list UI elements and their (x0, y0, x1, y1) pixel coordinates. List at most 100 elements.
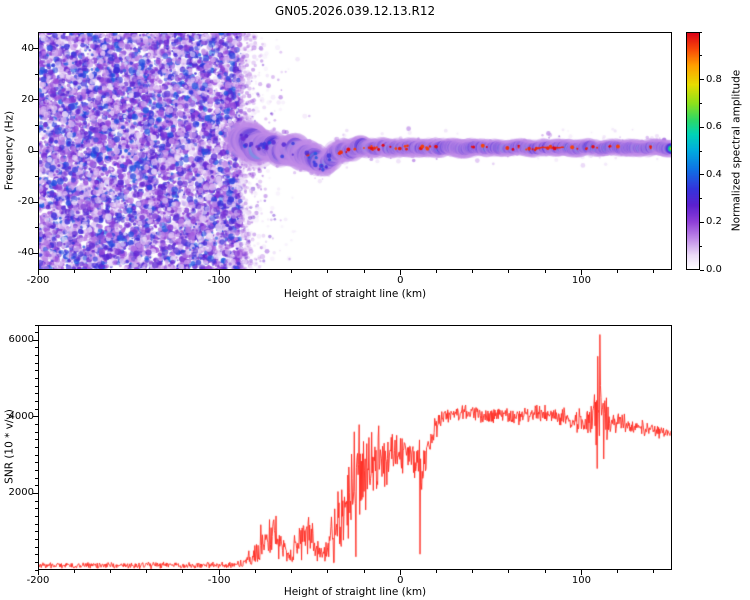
y-tick-mark (33, 201, 38, 203)
x-minor-tick-mark (544, 270, 546, 273)
x-minor-tick-mark (254, 270, 256, 273)
x-tick-label: -100 (207, 575, 231, 586)
x-minor-tick-mark (146, 270, 148, 273)
x-tick-label: 0 (397, 275, 404, 286)
x-minor-tick-mark (508, 570, 510, 573)
x-tick-label: 0 (397, 575, 404, 586)
colorbar-tick-mark (700, 79, 704, 81)
x-minor-tick-mark (472, 570, 474, 573)
colorbar-minor-tick-mark (700, 198, 702, 200)
x-minor-tick-mark (327, 270, 329, 273)
x-minor-tick-mark (508, 270, 510, 273)
y-minor-tick-mark (35, 378, 38, 380)
x-minor-tick-mark (617, 570, 619, 573)
snr-yaxis-label: SNR (10 * v/v) (3, 409, 16, 484)
colorbar-tick-label: 0.0 (706, 264, 722, 275)
y-minor-tick-mark (35, 393, 38, 395)
x-minor-tick-mark (146, 570, 148, 573)
y-minor-tick-mark (35, 324, 38, 326)
colorbar-minor-tick-mark (700, 150, 702, 152)
y-minor-tick-mark (35, 176, 38, 178)
y-minor-tick-mark (35, 554, 38, 556)
x-tick-label: -100 (207, 275, 231, 286)
x-minor-tick-mark (363, 270, 365, 273)
y-minor-tick-mark (35, 370, 38, 372)
y-minor-tick-mark (35, 477, 38, 479)
spectrogram-canvas (38, 32, 672, 270)
x-minor-tick-mark (254, 570, 256, 573)
x-minor-tick-mark (544, 570, 546, 573)
y-minor-tick-mark (35, 454, 38, 456)
y-tick-label: 0 (27, 145, 34, 156)
x-tick-mark (37, 570, 39, 575)
colorbar-tick-mark (700, 269, 704, 271)
y-minor-tick-mark (35, 523, 38, 525)
colorbar-tick-label: 0.2 (706, 216, 722, 228)
colorbar-minor-tick-mark (700, 102, 702, 104)
y-minor-tick-mark (35, 332, 38, 334)
y-tick-label: -20 (17, 196, 34, 208)
y-minor-tick-mark (35, 515, 38, 517)
y-minor-tick-mark (35, 431, 38, 433)
colorbar-tick-mark (700, 221, 704, 223)
y-minor-tick-mark (35, 447, 38, 448)
colorbar-tick-mark (700, 174, 704, 176)
x-minor-tick-mark (291, 270, 293, 273)
y-minor-tick-mark (35, 408, 38, 410)
y-minor-tick-mark (35, 439, 38, 441)
x-minor-tick-mark (327, 570, 329, 573)
y-minor-tick-mark (35, 227, 38, 229)
y-minor-tick-mark (35, 362, 38, 364)
y-minor-tick-mark (35, 385, 38, 387)
y-tick-mark (33, 492, 38, 494)
x-tick-mark (218, 570, 220, 575)
colorbar-canvas (686, 32, 700, 270)
colorbar-minor-tick-mark (700, 55, 702, 57)
x-minor-tick-mark (109, 570, 111, 573)
x-tick-mark (218, 270, 220, 275)
snr-xaxis-label: Height of straight line (km) (283, 586, 427, 598)
y-tick-label: 4000 (8, 410, 34, 422)
y-minor-tick-mark (35, 531, 38, 533)
colorbar-tick-mark (700, 126, 704, 128)
x-minor-tick-mark (182, 270, 184, 273)
y-minor-tick-mark (35, 538, 38, 540)
x-tick-label: 100 (571, 275, 591, 286)
x-tick-label: -200 (26, 275, 50, 286)
y-minor-tick-mark (35, 561, 38, 563)
y-minor-tick-mark (35, 355, 38, 357)
y-tick-label: 20 (21, 93, 34, 105)
x-tick-label: -200 (26, 575, 50, 586)
x-tick-mark (580, 270, 582, 275)
x-minor-tick-mark (436, 570, 437, 573)
y-minor-tick-mark (35, 569, 38, 571)
y-minor-tick-mark (35, 124, 38, 126)
snr-canvas (38, 325, 672, 570)
x-minor-tick-mark (653, 270, 655, 273)
x-minor-tick-mark (363, 570, 365, 573)
y-tick-mark (33, 252, 38, 254)
colorbar-minor-tick-mark (700, 31, 702, 33)
x-tick-label: 100 (571, 575, 591, 586)
y-minor-tick-mark (35, 401, 38, 403)
colorbar-tick-label: 0.4 (706, 168, 722, 180)
colorbar-tick-label: 0.8 (706, 73, 722, 85)
y-tick-mark (33, 339, 38, 341)
y-minor-tick-mark (35, 424, 38, 426)
y-tick-mark (33, 150, 38, 152)
y-minor-tick-mark (35, 546, 38, 548)
y-tick-label: 2000 (8, 487, 34, 499)
x-minor-tick-mark (73, 270, 75, 273)
y-minor-tick-mark (35, 73, 38, 75)
spectrogram-xaxis-label: Height of straight line (km) (283, 288, 427, 300)
y-tick-label: 40 (21, 42, 34, 54)
x-minor-tick-mark (436, 270, 437, 273)
x-minor-tick-mark (653, 570, 655, 573)
y-tick-label: -40 (17, 247, 34, 259)
figure-title: GN05.2026.039.12.13.R12 (274, 4, 436, 18)
x-minor-tick-mark (617, 270, 619, 273)
x-tick-mark (580, 570, 582, 575)
y-minor-tick-mark (35, 469, 38, 471)
x-minor-tick-mark (73, 570, 75, 573)
